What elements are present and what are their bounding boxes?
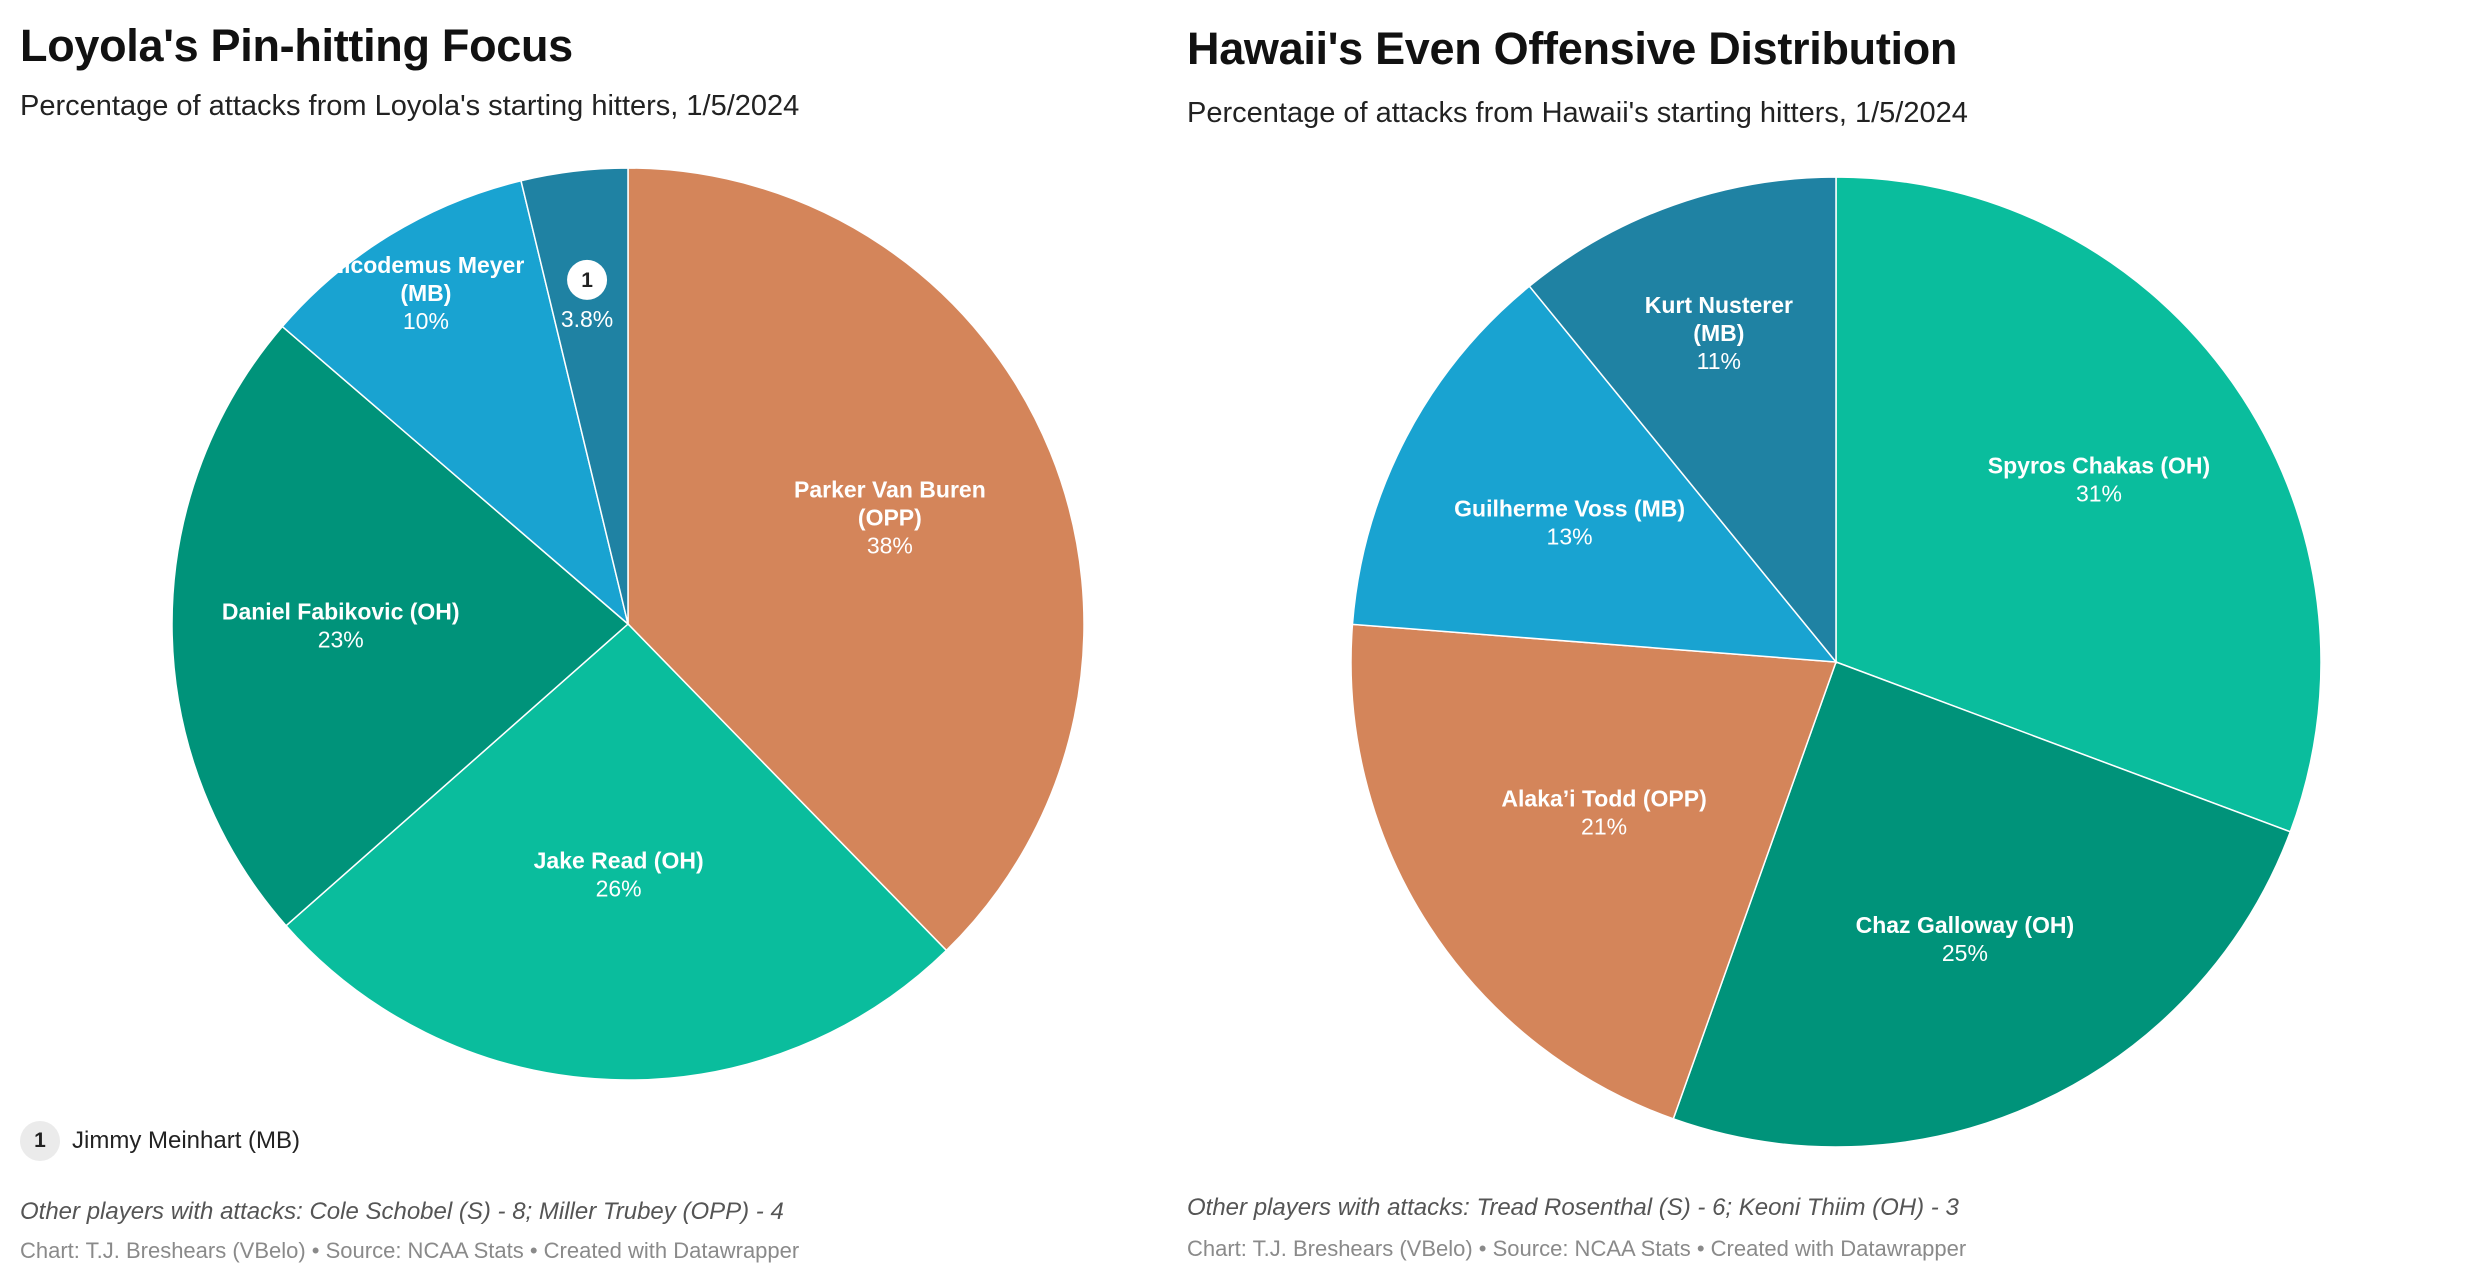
- chart-subtitle: Percentage of attacks from Loyola's star…: [20, 90, 800, 122]
- pie-slice-daniel-fabikovic-oh: [171, 325, 630, 927]
- slice-value-jimmy-meinhart-mb: 3.8%: [561, 306, 613, 332]
- annotation-key: 1 Jimmy Meinhart (MB): [20, 1121, 300, 1161]
- chart-title: Loyola's Pin-hitting Focus: [20, 20, 573, 71]
- slice-label-guilherme-voss-mb: Guilherme Voss (MB): [1454, 495, 1685, 521]
- slice-label-kurt-nusterer-mb: Kurt Nusterer (MB): [1645, 292, 1793, 346]
- chart-credit: Chart: T.J. Breshears (VBelo) • Source: …: [20, 1238, 800, 1263]
- slice-value-spyros-chakas-oh: 31%: [2076, 480, 2122, 506]
- pie-slice-spyros-chakas-oh: [1835, 176, 2322, 833]
- slice-label-parker-van-buren-opp: Parker Van Buren (OPP): [794, 476, 986, 530]
- loyola-chart-panel: Loyola's Pin-hitting Focus Percentage of…: [0, 0, 1160, 1268]
- slice-value-guilherme-voss-mb: 13%: [1547, 523, 1593, 549]
- slice-label-spyros-chakas-oh: Spyros Chakas (OH): [1988, 452, 2210, 478]
- annotation-key-label: Jimmy Meinhart (MB): [72, 1127, 301, 1154]
- pie-slice-alaka-i-todd-opp: [1350, 623, 1838, 1120]
- pie-slice-jake-read-oh: [285, 622, 948, 1081]
- pie-slice-guilherme-voss-mb: [1351, 285, 1838, 663]
- annotation-key-badge: 1: [20, 1121, 60, 1161]
- pie-slice-kurt-nusterer-mb: [1528, 176, 1837, 665]
- pie-slice-nicodemus-meyer-mb: [281, 179, 630, 627]
- chart-notes: Other players with attacks: Tread Rosent…: [1187, 1194, 1959, 1221]
- slice-label-jake-read-oh: Jake Read (OH): [534, 847, 704, 873]
- slice-value-daniel-fabikovic-oh: 23%: [318, 627, 364, 653]
- slice-value-alaka-i-todd-opp: 21%: [1581, 813, 1627, 839]
- hawaii-chart-panel: Hawaii's Even Offensive Distribution Per…: [1160, 0, 2480, 1268]
- chart-title: Hawaii's Even Offensive Distribution: [1187, 23, 1958, 74]
- chart-notes: Other players with attacks: Cole Schobel…: [20, 1198, 784, 1225]
- pie-slice-parker-van-buren-opp: [627, 167, 1085, 952]
- svg-text:1: 1: [581, 269, 593, 292]
- pie-slice-chaz-galloway-oh: [1672, 661, 2292, 1148]
- slice-label-alaka-i-todd-opp: Alaka’i Todd (OPP): [1501, 785, 1706, 811]
- annotation-marker: 1: [567, 259, 608, 300]
- loyola-pie-chart: Parker Van Buren (OPP)38% Jake Read (OH)26…: [171, 167, 1085, 1081]
- slice-label-nicodemus-meyer-mb: Nicodemus Meyer (MB): [327, 252, 524, 306]
- slice-label-daniel-fabikovic-oh: Daniel Fabikovic (OH): [222, 599, 460, 625]
- hawaii-pie-chart: Spyros Chakas (OH)31%Chaz Galloway (OH)2…: [1350, 176, 2322, 1148]
- slice-value-jake-read-oh: 26%: [596, 875, 642, 901]
- slice-value-parker-van-buren-opp: 38%: [867, 532, 913, 558]
- chart-subtitle: Percentage of attacks from Hawaii's star…: [1187, 97, 1968, 129]
- slice-value-kurt-nusterer-mb: 11%: [1697, 348, 1741, 374]
- chart-credit: Chart: T.J. Breshears (VBelo) • Source: …: [1187, 1236, 1967, 1261]
- slice-value-chaz-galloway-oh: 25%: [1942, 940, 1988, 966]
- slice-label-chaz-galloway-oh: Chaz Galloway (OH): [1856, 912, 2075, 938]
- slice-value-nicodemus-meyer-mb: 10%: [403, 308, 449, 334]
